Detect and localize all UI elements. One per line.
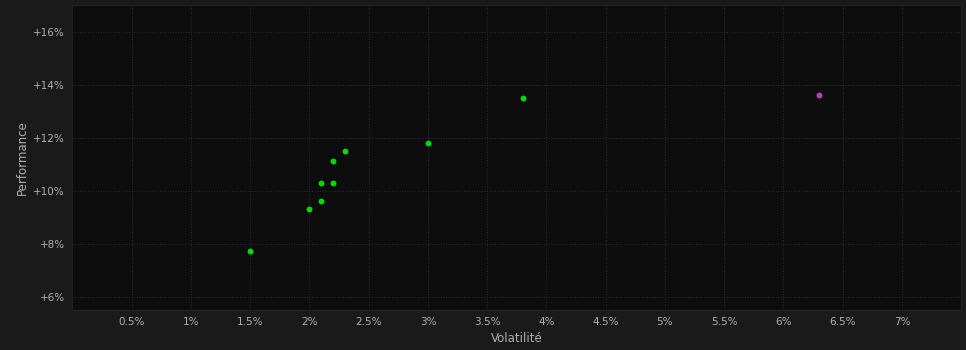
Point xyxy=(242,249,258,254)
Y-axis label: Performance: Performance xyxy=(15,120,29,195)
Point xyxy=(314,198,329,204)
Point xyxy=(420,140,436,146)
Point xyxy=(301,206,317,212)
Point xyxy=(314,180,329,186)
Point xyxy=(326,159,341,164)
Point xyxy=(811,92,827,98)
X-axis label: Volatilité: Volatilité xyxy=(491,331,543,344)
Point xyxy=(326,180,341,186)
Point xyxy=(337,148,353,154)
Point xyxy=(515,95,530,101)
